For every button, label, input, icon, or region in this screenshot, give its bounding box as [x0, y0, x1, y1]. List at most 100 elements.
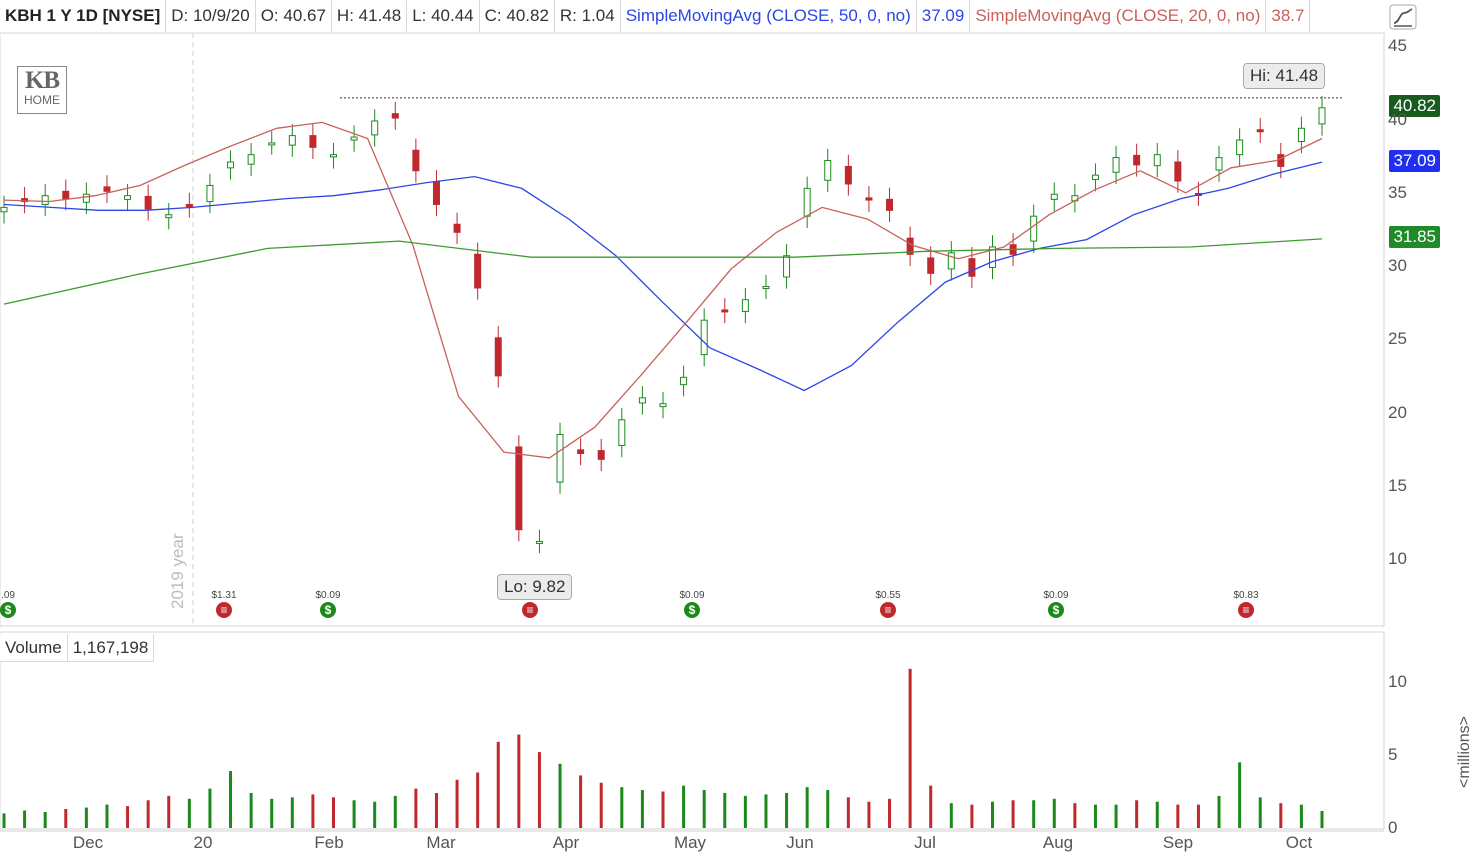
- price-candle: [1277, 154, 1285, 167]
- price-axis-tick: 45: [1388, 36, 1407, 56]
- sma50-study-value: 37.09: [916, 0, 971, 32]
- volume-bar: [1258, 797, 1262, 828]
- volume-bar: [229, 771, 233, 828]
- price-candle: [844, 165, 852, 185]
- volume-bar: [332, 797, 335, 828]
- volume-unit-label: <millions>: [1456, 715, 1473, 788]
- earnings-event-marker[interactable]: ≡: [512, 590, 548, 618]
- volume-bar: [517, 734, 521, 828]
- moving-average-line: [3, 161, 1323, 392]
- volume-bar: [64, 809, 68, 828]
- volume-bar: [1032, 800, 1036, 828]
- high-callout: Hi: 41.48: [1243, 63, 1326, 89]
- volume-bar: [846, 797, 850, 828]
- sma20-study-label[interactable]: SimpleMovingAvg (CLOSE, 20, 0, no): [970, 0, 1267, 32]
- volume-bar: [187, 798, 191, 828]
- price-candle: [82, 193, 90, 203]
- volume-bar: [537, 752, 541, 828]
- time-axis-tick: Mar: [426, 833, 456, 852]
- volume-bar: [867, 801, 871, 828]
- event-value-label: .09: [1, 590, 15, 601]
- dividend-event-marker[interactable]: $0.09 $: [674, 590, 710, 618]
- chart-mode-icon[interactable]: [1389, 4, 1417, 30]
- dividend-icon: $: [1048, 602, 1064, 618]
- price-candle: [1256, 129, 1264, 133]
- volume-bar: [1217, 795, 1221, 828]
- dividend-event-marker[interactable]: .09 $: [0, 590, 26, 618]
- low-callout: Lo: 9.82: [497, 574, 573, 600]
- price-candle: [247, 154, 255, 165]
- price-candle: [1050, 193, 1058, 200]
- volume-label[interactable]: Volume: [0, 634, 68, 662]
- event-value-label: $0.09: [679, 590, 705, 601]
- dividend-event-marker[interactable]: $0.09 $: [1038, 590, 1074, 618]
- price-candle: [1318, 107, 1326, 125]
- price-candle: [453, 223, 461, 233]
- price-axis-tick: 35: [1388, 182, 1407, 202]
- price-candle: [185, 203, 193, 207]
- price-candle: [1153, 154, 1161, 167]
- price-axis-tick: 20: [1388, 402, 1407, 422]
- volume-bar: [1011, 800, 1015, 828]
- earnings-event-marker[interactable]: $1.31 ≡: [206, 590, 242, 618]
- price-candle: [535, 540, 543, 544]
- volume-bar: [764, 794, 768, 828]
- volume-bar: [620, 787, 624, 828]
- sma20-study-value: 38.7: [1266, 0, 1311, 32]
- volume-bar: [311, 794, 315, 828]
- volume-bar: [105, 804, 109, 828]
- price-candle: [1091, 174, 1099, 181]
- volume-bar: [640, 790, 644, 828]
- volume-bar: [1093, 804, 1097, 828]
- price-candle: [886, 198, 894, 211]
- price-candle: [62, 190, 70, 200]
- volume-bar: [743, 795, 747, 828]
- volume-bar: [1052, 798, 1056, 828]
- price-candle: [494, 337, 502, 377]
- volume-bar: [1320, 810, 1324, 828]
- dividend-icon: $: [0, 602, 16, 618]
- volume-bar: [1279, 803, 1283, 828]
- symbol-label[interactable]: KBH 1 Y 1D [NYSE]: [0, 0, 167, 32]
- volume-bar: [2, 813, 6, 828]
- volume-bar: [352, 800, 356, 828]
- volume-bar: [249, 792, 253, 828]
- high-readout: H: 41.48: [331, 0, 408, 32]
- earnings-event-marker[interactable]: $0.55 ≡: [870, 590, 906, 618]
- volume-unit-container: <millions>: [1450, 700, 1476, 795]
- earnings-icon: ≡: [880, 602, 896, 618]
- price-candle: [474, 253, 482, 289]
- volume-bar: [434, 792, 438, 828]
- price-candle: [432, 181, 440, 205]
- time-axis-tick: May: [673, 833, 707, 852]
- earnings-event-marker[interactable]: $0.83 ≡: [1228, 590, 1264, 618]
- price-candle: [268, 142, 276, 146]
- volume-bar: [1196, 804, 1200, 828]
- earnings-icon: ≡: [1238, 602, 1254, 618]
- date-readout: D: 10/9/20: [166, 0, 256, 32]
- open-readout: O: 40.67: [255, 0, 332, 32]
- logo-mark: KB: [24, 67, 60, 94]
- time-axis-tick: 20: [193, 833, 213, 852]
- volume-bar: [167, 795, 171, 828]
- price-candle: [227, 161, 235, 169]
- sma50-study-label[interactable]: SimpleMovingAvg (CLOSE, 50, 0, no): [620, 0, 917, 32]
- close-readout: C: 40.82: [479, 0, 555, 32]
- price-candle: [412, 149, 420, 172]
- price-candle: [638, 397, 646, 404]
- volume-bar: [970, 804, 974, 828]
- volume-header: Volume 1,167,198: [0, 634, 155, 662]
- volume-axis-tick: 0: [1388, 818, 1398, 837]
- price-axis-tick: 15: [1388, 475, 1407, 495]
- price-candle: [206, 184, 214, 203]
- volume-value: 1,167,198: [67, 634, 155, 662]
- price-candle: [144, 195, 152, 210]
- year-marker-container: 2019 year: [168, 525, 200, 615]
- time-axis-tick: Feb: [314, 833, 344, 852]
- sma50-price-tag: 37.09: [1389, 150, 1440, 172]
- price-candle: [309, 135, 317, 148]
- dividend-event-marker[interactable]: $0.09 $: [310, 590, 346, 618]
- price-axis-tick: 40: [1388, 109, 1407, 129]
- event-value-label: $0.83: [1233, 590, 1259, 601]
